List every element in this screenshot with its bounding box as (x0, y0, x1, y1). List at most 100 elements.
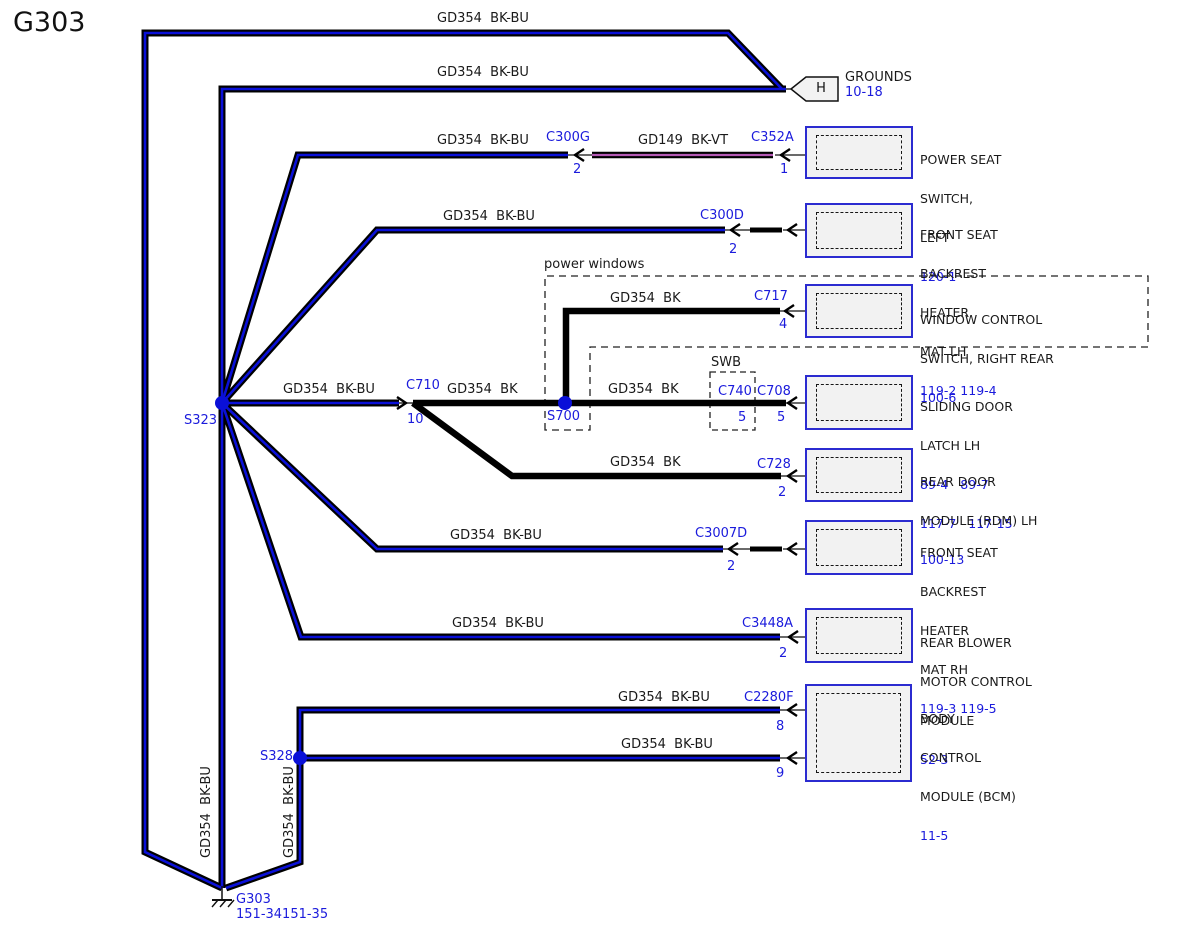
component-line: HEATER (920, 623, 970, 638)
component-line: WINDOW CONTROL (920, 312, 1043, 327)
connector-c2280f-pin8: 8 (776, 719, 785, 734)
wire-label-vertical-left: GD354 BK-BU (199, 766, 214, 858)
ground-symbol (211, 886, 235, 908)
wire-label-row1: GD354 BK-BU (437, 133, 529, 148)
component-line: MAT RH (920, 662, 969, 677)
wire-label-vertical-right: GD354 BK-BU (282, 766, 297, 858)
connector-c740-pin: 5 (738, 410, 747, 425)
component-text-sliding-door: SLIDING DOOR LATCH LH 89-4 89-7 117-7 11… (920, 374, 1013, 556)
connector-c708-pin: 5 (777, 410, 786, 425)
connector-c2280f-pin9: 9 (776, 766, 785, 781)
bk-wires (411, 307, 786, 480)
component-page-ref: 89-4 89-7 (920, 477, 989, 492)
splice-s323-label: S323 (184, 413, 218, 428)
component-line: MOTOR CONTROL (920, 674, 1032, 689)
connector-c710-label: C710 (406, 378, 440, 393)
component-page-ref: 100-13 (920, 552, 965, 567)
component-box-rdm (805, 448, 913, 502)
component-line: CONTROL (920, 750, 982, 765)
connector-c300g-pin: 2 (573, 162, 582, 177)
component-page-ref: 11-5 (920, 828, 949, 843)
component-line: REAR DOOR (920, 474, 996, 489)
component-line: MODULE (920, 713, 975, 728)
splice-s323-dot (215, 396, 229, 410)
component-line: MODULE (BCM) (920, 789, 1016, 804)
swb-label: SWB (711, 355, 742, 370)
component-line: LEFT (920, 230, 950, 245)
wire-label-c710-s700: GD354 BK (447, 382, 518, 397)
connector-c3448a-label: C3448A (742, 616, 794, 631)
component-box-bcm (805, 684, 912, 782)
component-inner-dashed (816, 693, 901, 773)
component-line: FRONT SEAT (920, 545, 998, 560)
component-inner-dashed (816, 293, 902, 329)
ground-page-refs: 151-34151-35 (236, 907, 329, 922)
connector-arrows (396, 148, 799, 765)
component-line: LATCH LH (920, 438, 981, 453)
splice-s700-dot (558, 396, 572, 410)
wire-label-row3: GD354 BK-BU (443, 209, 535, 224)
connector-c352a-pin: 1 (780, 162, 789, 177)
component-inner-dashed (816, 617, 902, 654)
component-line: BODY (920, 711, 955, 726)
component-page-ref: 120-1 (920, 269, 957, 284)
component-line: POWER SEAT (920, 152, 1002, 167)
power-windows-label: power windows (544, 257, 645, 272)
component-inner-dashed (816, 135, 902, 170)
splice-s700-label: S700 (547, 409, 581, 424)
component-page-ref: 119-2 119-4 (920, 383, 997, 398)
component-line: HEATER (920, 305, 970, 320)
component-box-window-ctrl (805, 284, 913, 338)
connector-c300d-label: C300D (700, 208, 744, 223)
splice-s328-dot (293, 751, 307, 765)
connector-c740-label: C740 (718, 384, 752, 399)
component-box-rear-blower (805, 608, 913, 663)
grounds-flag (789, 76, 839, 102)
connector-c300g-label: C300G (546, 130, 590, 145)
component-text-window-ctrl: WINDOW CONTROL SWITCH, RIGHT REAR 100-6 (920, 287, 1054, 430)
component-line: MAT LH (920, 344, 967, 359)
component-line: MODULE (RDM) LH (920, 513, 1038, 528)
connector-c3448a-pin: 2 (779, 646, 788, 661)
component-inner-dashed (816, 457, 902, 493)
component-line: BACKREST (920, 584, 986, 599)
splice-dots (215, 396, 572, 765)
connector-c2280f-label: C2280F (744, 690, 794, 705)
wire-label-row1-vt: GD149 BK-VT (638, 133, 729, 148)
component-text-front-seat-rh: FRONT SEAT BACKREST HEATER MAT RH 119-3 … (920, 520, 998, 741)
component-text-power-seat: POWER SEAT SWITCH, LEFT 120-1 (920, 127, 1001, 309)
splice-s328-label: S328 (260, 749, 294, 764)
wire-label-row4: GD354 BK (610, 291, 681, 306)
component-page-ref: 119-3 119-5 (920, 701, 997, 716)
connector-c3007d-pin: 2 (727, 559, 736, 574)
power-windows-dashed-region (544, 275, 1149, 431)
wire-label-top1: GD354 BK-BU (437, 11, 529, 26)
wire-label-row6: GD354 BK (610, 455, 681, 470)
component-text-bcm: BODY CONTROL MODULE (BCM) 11-5 (920, 686, 1016, 868)
jumper-wires (750, 227, 782, 552)
component-line: FRONT SEAT (920, 227, 998, 242)
connector-c300d-pin: 2 (729, 242, 738, 257)
component-box-front-seat-lh (805, 203, 913, 258)
wire-label-bcm8: GD354 BK-BU (618, 690, 710, 705)
component-text-rear-blower: REAR BLOWER MOTOR CONTROL MODULE 52-3 (920, 610, 1032, 792)
connector-c728-pin: 2 (778, 485, 787, 500)
component-page-ref: 52-3 (920, 752, 949, 767)
component-line: SLIDING DOOR (920, 399, 1013, 414)
component-line: BACKREST (920, 266, 986, 281)
connector-lead-lines (399, 88, 815, 759)
grounds-label: GROUNDS (845, 70, 912, 85)
component-text-rdm: REAR DOOR MODULE (RDM) LH 100-13 (920, 449, 1037, 592)
component-page-ref: 117-7 117-15 (920, 516, 1013, 531)
ground-name-label: G303 (236, 892, 271, 907)
component-box-power-seat (805, 126, 913, 179)
connector-c3007d-label: C3007D (695, 526, 748, 541)
component-box-front-seat-rh (805, 520, 913, 575)
wire-label-row8: GD354 BK-BU (452, 616, 544, 631)
wire-label-bcm9: GD354 BK-BU (621, 737, 713, 752)
grounds-flag-letter: H (816, 81, 826, 96)
page-title: G303 (13, 7, 86, 38)
component-line: SWITCH, RIGHT REAR (920, 351, 1054, 366)
